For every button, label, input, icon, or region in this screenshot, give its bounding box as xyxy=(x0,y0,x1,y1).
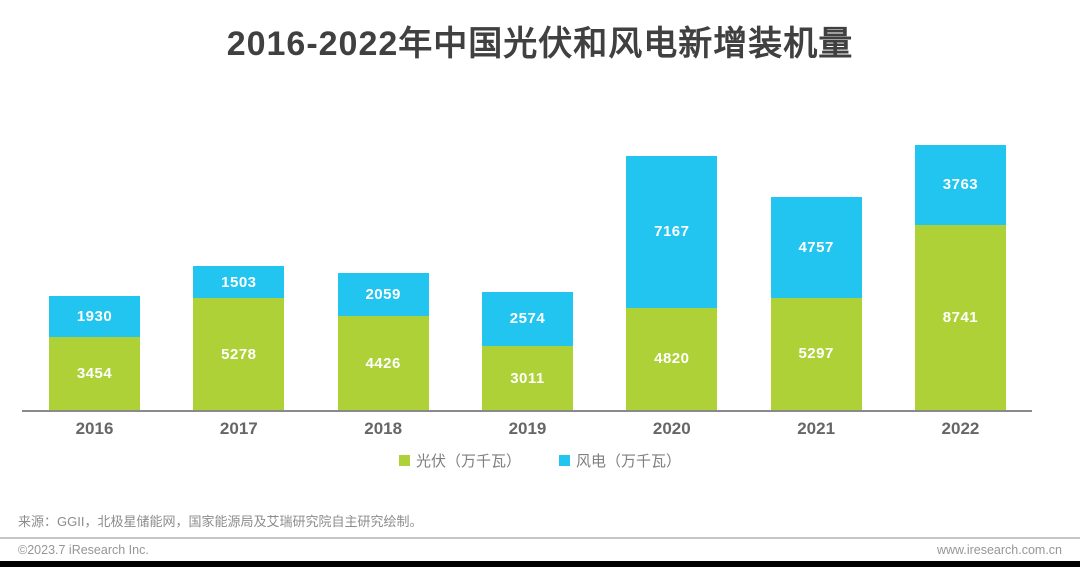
bar-segment: 3763 xyxy=(914,145,1006,225)
value-label: 4426 xyxy=(365,354,401,372)
bar-segment: 4757 xyxy=(770,196,862,298)
value-label: 2574 xyxy=(509,310,546,328)
value-label: 3011 xyxy=(510,369,545,387)
bar-segment: 7167 xyxy=(626,155,718,308)
legend-item: 光伏（万千瓦） xyxy=(398,450,521,471)
value-label: 3454 xyxy=(76,364,113,382)
bar-segment: 4426 xyxy=(337,316,429,410)
bar-2019: 2574 3011 xyxy=(481,291,573,410)
bar-segment: 5297 xyxy=(770,297,862,410)
bar-segment: 8741 xyxy=(914,224,1006,410)
value-label: 1930 xyxy=(76,307,113,325)
bar-2016: 1930 3454 xyxy=(49,295,140,410)
bar-2017: 1503 5278 xyxy=(193,266,285,410)
bar-segment: 5278 xyxy=(193,298,285,410)
legend-swatch-icon xyxy=(398,455,410,466)
value-label: 2059 xyxy=(365,285,401,303)
legend-label: 光伏（万千瓦） xyxy=(415,453,521,470)
x-axis-line xyxy=(22,410,1032,412)
value-label: 8741 xyxy=(942,308,979,326)
chart-title: 2016-2022年中国光伏和风电新增装机量 xyxy=(226,25,854,63)
value-label: 7167 xyxy=(654,223,690,241)
x-tick-label: 2020 xyxy=(652,419,691,438)
copyright-text: ©2023.7 iResearch Inc. xyxy=(18,543,149,557)
x-tick-label: 2022 xyxy=(941,419,980,438)
legend-swatch-icon xyxy=(559,455,570,466)
bar-2022: 3763 8741 xyxy=(914,145,1006,410)
value-label: 3763 xyxy=(942,176,979,194)
bar-segment: 4820 xyxy=(626,307,718,410)
x-tick-label: 2019 xyxy=(508,419,547,438)
value-label: 5297 xyxy=(798,345,834,363)
legend-label: 风电（万千瓦） xyxy=(576,453,682,470)
x-axis-labels: 2016 2017 2018 2019 2020 2021 2022 xyxy=(49,419,1006,439)
bar-segment: 3454 xyxy=(49,336,140,410)
value-label: 4820 xyxy=(654,350,690,368)
bar-segment: 2059 xyxy=(337,272,429,317)
bars-row: 1930 3454 1503 5278 2059 4426 2574 3011 7167 4820… xyxy=(49,120,1006,410)
legend: 光伏（万千瓦） 风电（万千瓦） xyxy=(0,450,1080,471)
bar-segment: 3011 xyxy=(481,346,573,410)
x-tick-label: 2016 xyxy=(75,419,114,438)
bar-2021: 4757 5297 xyxy=(770,196,862,410)
footer-bar: ©2023.7 iResearch Inc. www.iresearch.com… xyxy=(18,543,1062,557)
value-label: 1503 xyxy=(221,273,257,291)
plot-area: 1930 3454 1503 5278 2059 4426 2574 3011 7167 4820… xyxy=(49,120,1006,410)
legend-item: 风电（万千瓦） xyxy=(559,450,681,471)
bar-2018: 2059 4426 xyxy=(337,272,429,410)
bottom-black-bar xyxy=(0,561,1080,567)
x-tick-label: 2021 xyxy=(797,419,836,438)
source-note: 来源：GGII，北极星储能网，国家能源局及艾瑞研究院自主研究绘制。 xyxy=(18,514,423,529)
x-tick-label: 2018 xyxy=(364,419,403,438)
bar-2020: 7167 4820 xyxy=(626,155,718,410)
bar-segment: 2574 xyxy=(481,291,573,347)
x-tick-label: 2017 xyxy=(219,419,258,438)
bar-segment: 1503 xyxy=(193,266,285,299)
footer-divider xyxy=(0,537,1080,539)
value-label: 4757 xyxy=(798,238,834,256)
website-url: www.iresearch.com.cn xyxy=(936,543,1062,557)
bar-segment: 1930 xyxy=(49,295,140,337)
value-label: 5278 xyxy=(221,345,257,363)
